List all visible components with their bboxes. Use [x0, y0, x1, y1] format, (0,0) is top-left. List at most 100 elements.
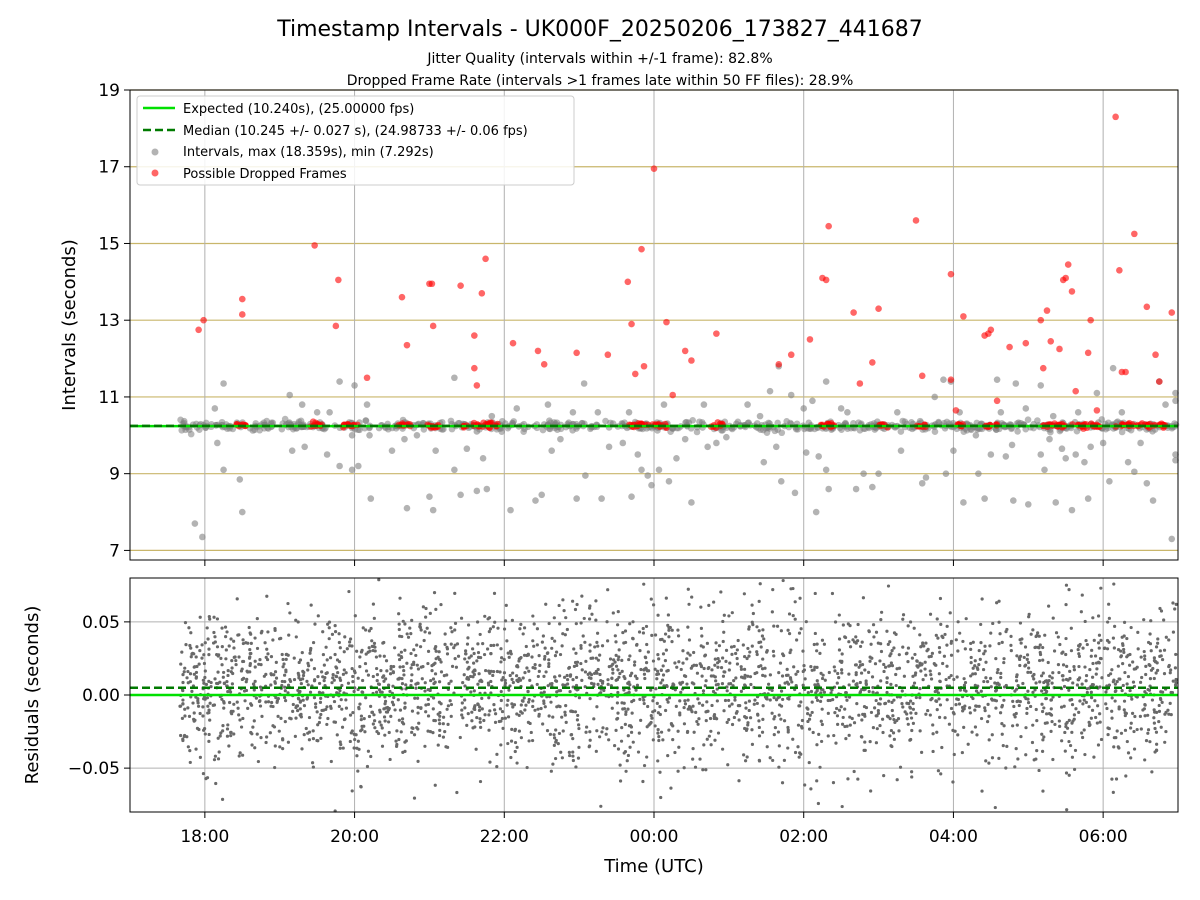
residual-point — [721, 674, 726, 678]
residual-point — [498, 670, 502, 674]
residual-point — [906, 722, 910, 726]
residual-point — [371, 602, 376, 606]
residual-point — [1015, 673, 1019, 677]
residual-point — [375, 672, 380, 677]
residual-point — [531, 639, 535, 643]
residual-point — [864, 705, 869, 710]
residual-point — [179, 662, 183, 666]
residual-point — [646, 650, 650, 654]
residual-point — [1000, 721, 1004, 726]
interval-point — [420, 426, 428, 433]
residual-point — [1076, 647, 1080, 652]
residual-point — [616, 711, 620, 715]
residual-point — [907, 702, 911, 706]
residual-point — [956, 649, 960, 653]
residual-point — [325, 705, 329, 709]
residual-point — [737, 718, 741, 722]
residual-point — [705, 737, 709, 741]
residual-point — [379, 723, 383, 727]
residual-point — [1149, 668, 1154, 672]
residual-point — [1073, 748, 1078, 753]
residual-point — [863, 668, 867, 672]
interval-point — [426, 493, 433, 500]
residual-point — [381, 675, 385, 679]
residual-point — [693, 765, 698, 769]
residual-point — [309, 603, 313, 607]
residual-point — [929, 698, 933, 702]
residual-point — [400, 676, 404, 681]
residual-point — [1063, 749, 1067, 753]
residual-point — [677, 745, 681, 749]
residual-point — [1052, 649, 1057, 653]
residual-point — [1142, 618, 1146, 622]
residual-point — [1038, 650, 1042, 655]
residual-point — [547, 664, 551, 669]
residual-point — [699, 644, 703, 648]
residual-point — [596, 644, 600, 648]
residual-point — [338, 646, 342, 650]
interval-point — [1124, 458, 1132, 466]
residual-point — [1120, 688, 1124, 693]
residual-point — [298, 658, 303, 662]
residual-point — [892, 646, 896, 650]
residual-point — [492, 643, 496, 648]
residual-point — [1025, 711, 1029, 716]
interval-point — [413, 432, 421, 439]
residual-point — [1138, 680, 1143, 684]
residual-point — [324, 671, 328, 676]
residual-point — [1157, 703, 1161, 708]
residual-point — [563, 683, 567, 687]
residual-point — [386, 683, 391, 687]
residual-point — [747, 627, 751, 631]
residual-point — [942, 654, 947, 658]
residual-point — [794, 672, 798, 676]
residual-point — [1089, 696, 1094, 700]
residual-point — [294, 705, 298, 710]
residual-point — [971, 640, 975, 644]
residual-point — [371, 674, 375, 679]
interval-point — [429, 506, 437, 514]
residual-point — [1011, 724, 1015, 728]
residual-point — [414, 682, 418, 686]
residual-point — [755, 650, 759, 654]
interval-point — [498, 428, 506, 435]
residual-point — [460, 708, 464, 712]
residual-point — [674, 704, 678, 709]
residual-point — [633, 660, 637, 664]
residual-point — [692, 730, 696, 734]
residual-point — [1093, 654, 1098, 658]
residual-point — [614, 728, 618, 732]
residual-point — [813, 665, 817, 669]
residual-point — [778, 661, 783, 665]
residual-point — [1014, 679, 1019, 683]
residual-point — [464, 649, 468, 653]
residual-point — [320, 670, 324, 674]
residual-point — [947, 722, 951, 726]
residual-point — [898, 765, 903, 769]
residual-point — [646, 704, 650, 709]
residual-point — [321, 652, 325, 657]
residual-point — [639, 667, 643, 672]
interval-point — [802, 449, 810, 456]
residual-point — [213, 635, 217, 639]
residual-point — [802, 668, 807, 672]
residual-point — [1143, 657, 1147, 661]
residual-point — [537, 669, 541, 674]
residual-point — [1065, 664, 1069, 668]
residual-point — [551, 715, 555, 719]
interval-point — [794, 425, 802, 433]
residual-point — [487, 696, 491, 700]
residual-point — [755, 652, 759, 657]
dropped-frame-point — [1056, 345, 1063, 353]
residual-point — [783, 681, 787, 685]
residual-point — [463, 706, 467, 710]
interval-point — [1037, 451, 1045, 458]
residual-point — [1025, 706, 1029, 711]
residual-point — [981, 667, 986, 672]
residual-point — [795, 638, 799, 642]
residual-point — [757, 734, 762, 738]
residual-point — [651, 738, 655, 742]
residual-point — [444, 745, 448, 749]
residual-point — [875, 727, 879, 731]
residual-point — [858, 680, 862, 685]
